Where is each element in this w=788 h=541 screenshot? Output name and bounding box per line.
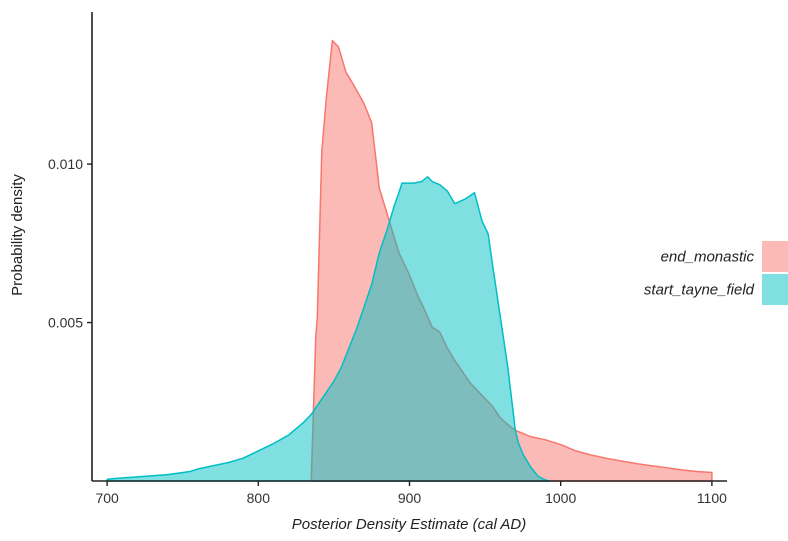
x-tick-label: 900 [398, 490, 422, 506]
x-tick-label: 700 [95, 490, 119, 506]
y-tick-label: 0.010 [48, 156, 83, 172]
x-axis-ticks: 700 800 900 1000 1100 [95, 481, 727, 506]
x-tick-label: 1000 [545, 490, 576, 506]
density-area-start-tayne-field [106, 176, 551, 482]
y-tick-label: 0.005 [48, 315, 83, 331]
x-tick-label: 1100 [697, 490, 727, 506]
legend-label-start-tayne-field: start_tayne_field [644, 282, 755, 299]
legend-key-end-monastic [762, 241, 788, 272]
legend-label-end-monastic: end_monastic [661, 249, 755, 266]
density-areas [106, 39, 713, 482]
legend-key-start-tayne-field [762, 274, 788, 305]
x-tick-label: 800 [247, 490, 271, 506]
y-axis-ticks: 0.005 0.010 [48, 156, 92, 331]
legend: end_monastic start_tayne_field [644, 241, 788, 305]
y-axis-title: Probability density [9, 174, 26, 296]
x-axis-title: Posterior Density Estimate (cal AD) [292, 516, 527, 533]
